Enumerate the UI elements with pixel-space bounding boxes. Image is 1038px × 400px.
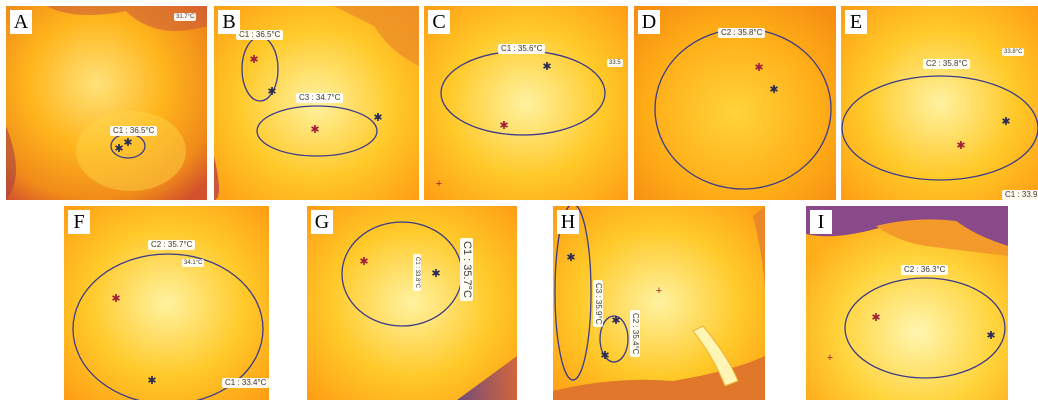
temp-label-c1: C1 : 33.9°C [1002,190,1038,200]
cold-spot-marker: ✱ [986,330,996,342]
temp-label-c1: C1 : 35.6°C [498,44,546,54]
panel-letter-h: H [557,210,579,234]
hot-spot-marker: ✱ [111,293,121,305]
roi-ellipse-c2 [841,75,1038,181]
panel-letter-e: E [845,10,867,34]
thermal-panel-f: F C2 : 35.7°C 34.1°C C1 : 33.4°C ✱ ✱ [64,206,269,400]
thermal-panel-d: D C2 : 35.8°C ✱ ✱ [634,6,836,200]
temp-label-corner: 33.8°C [1002,48,1025,56]
hot-spot-marker: ✱ [871,312,881,324]
panel-letter-g: G [311,210,333,234]
thermal-panel-b: B C1 : 36.5°C C3 : 34.7°C ✱ ✱ ✱ ✱ [214,6,419,200]
thermal-panel-i: I C2 : 36.3°C ✱ ✱ + [806,206,1008,400]
cold-spot-marker: ✱ [769,84,779,96]
panel-letter-i: I [810,210,832,234]
roi-ellipse-c3 [554,206,592,381]
cold-spot-marker: ✱ [114,143,124,155]
temp-label-c2: C2 : 35.8°C [923,59,971,69]
panel-letter-f: F [68,210,90,234]
cold-spot-marker: ✱ [566,252,576,264]
cold-spot-marker: ✱ [147,375,157,387]
hot-spot-marker: ✱ [956,140,966,152]
temp-label-c1: C1 : 36.5°C [110,126,158,136]
thermal-image-f [64,206,269,400]
roi-ellipse-c3 [256,105,378,157]
hot-spot-marker: ✱ [499,120,509,132]
thermal-image-g [307,206,517,400]
thermal-panel-g: G C1 : 35.7°C C1 : 33.8°C ✱ ✱ [307,206,517,400]
thermal-image-d [634,6,836,200]
panel-letter-a: A [10,10,32,34]
hot-spot-marker: ✱ [249,54,259,66]
thermal-image-i [806,206,1008,400]
thermal-panel-e: E C2 : 35.8°C 33.8°C C1 : 33.9°C ✱ ✱ [841,6,1038,200]
hot-spot-marker: ✱ [310,124,320,136]
temp-label-c3: C3 : 35.9°C [593,280,603,328]
reference-cross-marker: + [435,178,443,190]
temp-label-c1: C1 : 33.4°C [222,378,269,388]
cold-spot-marker: ✱ [373,112,383,124]
panel-letter-d: D [638,10,660,34]
temp-label-c2: C2 : 35.7°C [148,240,196,250]
temp-label-c3: C3 : 34.7°C [296,93,344,103]
thermal-image-a [6,6,207,200]
temp-label-c1: C1 : 36.5°C [236,30,284,40]
cold-spot-marker: ✱ [267,86,277,98]
thermal-panel-h: H C3 : 35.9°C C2 : 35.4°C ✱ ✱ ✱ + [553,206,765,400]
temp-label-mid: 34.1°C [182,259,205,267]
hot-spot-marker: ✱ [754,62,764,74]
cold-spot-marker: ✱ [1001,116,1011,128]
temp-label-c1: C1 : 35.7°C [460,238,473,301]
cold-spot-marker: ✱ [431,268,441,280]
cold-spot-marker: ✱ [611,315,621,327]
panel-letter-c: C [428,10,450,34]
temp-label-corner: 31.7°C [174,13,197,21]
temp-label-side: 33.5 [607,59,623,67]
thermal-panel-c: C C1 : 35.6°C 33.5 ✱ ✱ + [424,6,628,200]
roi-ellipse-c2 [599,315,629,363]
roi-ellipse-c2 [844,277,1006,379]
temp-label-c2: C2 : 35.8°C [718,28,766,38]
temp-label-c2: C2 : 35.4°C [630,310,640,358]
thermal-image-e [841,6,1038,200]
cold-spot-marker: ✱ [542,61,552,73]
thermal-image-h [553,206,765,400]
temp-label-c2: C2 : 36.3°C [901,265,949,275]
roi-ellipse-c2 [72,253,264,400]
reference-cross-marker: + [655,285,663,297]
temp-label-c1-secondary: C1 : 33.8°C [413,254,421,292]
reference-cross-marker: + [826,352,834,364]
hot-spot-marker: ✱ [359,256,369,268]
panel-letter-b: B [218,10,240,34]
thermal-image-c [424,6,628,200]
hot-spot-marker: ✱ [123,137,133,149]
thermal-panel-a: A 31.7°C C1 : 36.5°C ✱ ✱ [6,6,207,200]
cold-spot-marker: ✱ [600,350,610,362]
